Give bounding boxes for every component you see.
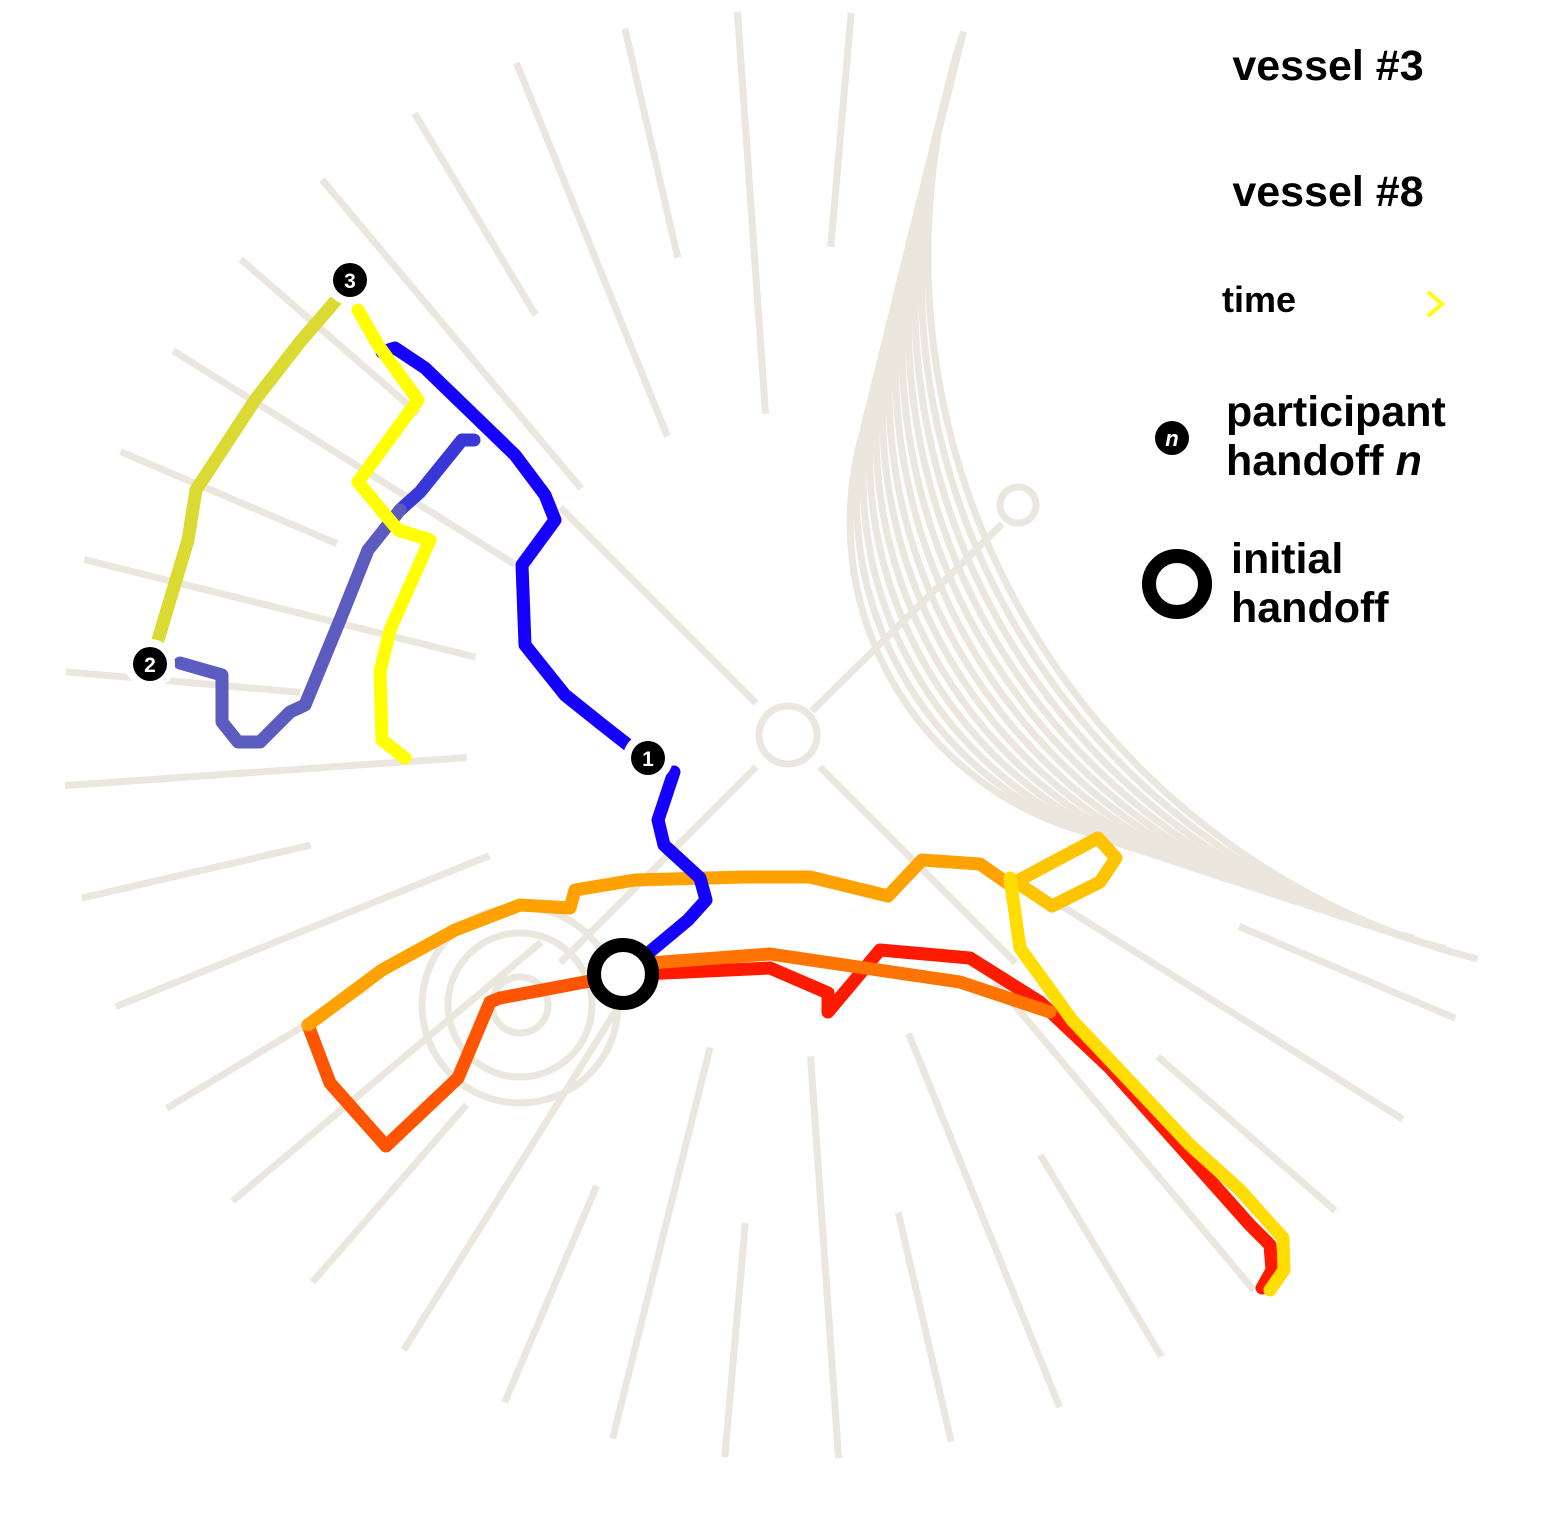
grid-spoke [807,1055,843,1459]
grid-spoke [827,12,855,248]
grid-spoke [609,1046,714,1440]
grid-ring [892,193,1319,911]
grid-spoke [862,30,967,424]
grid-ring [898,160,1351,921]
grid-spoke [411,111,539,317]
grid-spoke [1237,923,1457,1022]
grid-ring [905,128,1383,932]
grid-spoke [905,1032,1063,1409]
grid-spoke [114,852,491,1010]
grid-spoke [80,841,312,902]
grid-ring [911,95,1415,942]
grid-spoke [894,1211,955,1443]
grid-spoke [501,1184,600,1404]
grid-spoke [230,939,544,1204]
legend-initial-marker [1142,549,1212,619]
vessel-8-segment-olive [151,283,352,647]
legend-vessel-3-label: vessel #3 [1232,42,1423,90]
grid-center-spoke [557,764,759,966]
legend-vessel-8-label: vessel #8 [1232,168,1423,216]
vessel-3-track [301,831,1291,1297]
center-marker [755,483,1040,768]
vessel-8-segment-blue-start [615,765,713,982]
vessel-3-segment-orange-red [301,968,629,1153]
legend-participant-marker [1155,421,1189,455]
vessel-3-segment-amber [301,853,1017,1032]
grid-ring [859,356,1159,859]
grid-spoke [621,27,682,259]
handoff-label-1: 1 [642,748,654,771]
grid-spoke [400,1006,621,1352]
legend: vessel #3 vessel #8 time n participant h… [1142,42,1454,632]
grid-spoke [733,11,769,415]
grid-spoke [83,556,477,661]
legend-time-label: time [1222,279,1296,320]
grid-ring [866,323,1191,869]
participant-handoff-2: 2 [125,639,175,689]
initial-handoff-marker [587,938,659,1010]
grid-spoke [1059,902,1405,1123]
grid-spoke [1155,1053,1338,1214]
grid-spoke [721,1222,749,1458]
grid-center-spoke [557,504,759,706]
grid-ring [846,421,1096,838]
grid-spoke [65,668,301,696]
participant-handoff-3: 3 [325,255,375,305]
grid-ring [917,63,1447,953]
grid-spoke [513,61,671,438]
handoff-label-3: 3 [344,270,356,293]
handoff-label-2: 2 [144,654,156,677]
grid-ring [872,291,1223,880]
legend-initial-line2: handoff [1231,584,1389,632]
vessel-3-segment-red [615,943,1279,1295]
vessel-8-track [151,283,713,982]
vessel-8-segment-slate-upper [393,433,481,517]
grid-ring [853,388,1128,849]
legend-participant-marker-label: n [1165,426,1178,451]
grid-spoke [1037,1153,1165,1359]
vessel-8-segment-blue [375,341,635,752]
legend-participant-line1: participant [1226,388,1446,436]
grid-spoke [309,1102,470,1285]
participant-handoff-1: 1 [623,733,673,783]
legend-time-arrow-head [1426,290,1446,318]
grid-ring [924,30,1479,963]
vessel-8-segment-slate [173,503,407,749]
grid-spoke [171,347,517,568]
grid-spoke [119,448,339,547]
polar-grid [64,11,1479,1459]
vessel-8-segment-yellow [351,303,437,765]
legend-initial-line1: initial [1231,535,1343,583]
vessel-3-segment-gold [1003,831,1123,913]
grid-spoke [319,177,584,491]
legend-participant-line2: handoff n [1226,437,1422,485]
grid-spoke [238,256,421,417]
grid-ring [879,258,1255,890]
legend-participant-var: n [1396,437,1422,485]
vessel-3-segment-yellow [1003,871,1291,1297]
grid-spoke [992,979,1257,1293]
grid-ring [885,226,1287,901]
legend-participant-line2-text: handoff [1226,437,1396,485]
